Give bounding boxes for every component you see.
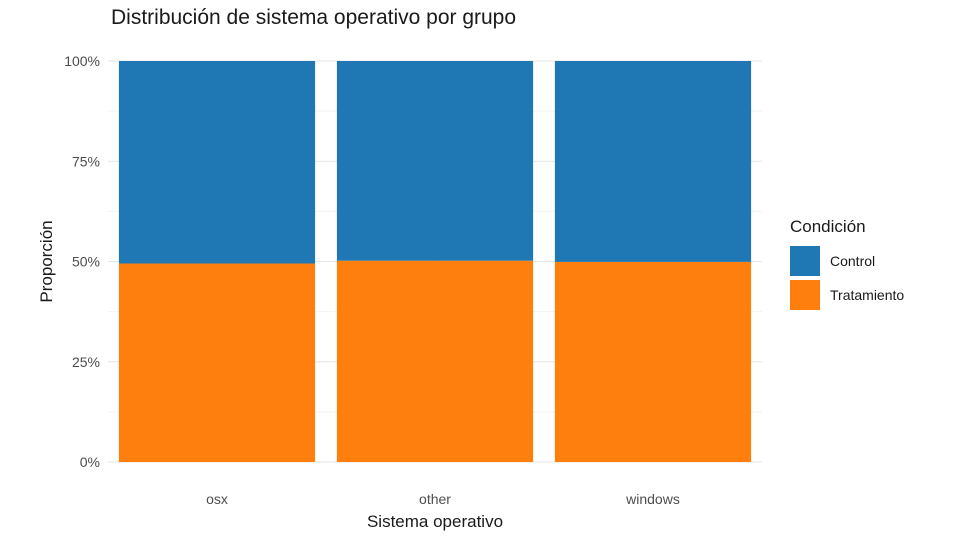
y-tick-label: 0% (80, 454, 100, 470)
legend-swatch-tratamiento (790, 280, 820, 310)
y-tick-label: 75% (72, 153, 100, 169)
y-tick-label: 50% (72, 254, 100, 270)
x-tick-label: windows (625, 491, 680, 507)
chart-title: Distribución de sistema operativo por gr… (111, 6, 517, 29)
legend-item-control: Control (790, 245, 904, 277)
legend-swatch-control (790, 246, 820, 276)
bar-tratamiento-other (336, 260, 534, 462)
y-tick-label: 100% (64, 53, 100, 69)
bar-control-windows (554, 61, 752, 262)
legend-title: Condición (790, 217, 866, 236)
legend-label-tratamiento: Tratamiento (830, 287, 905, 303)
x-tick-label: osx (206, 491, 228, 507)
y-tick-label: 25% (72, 354, 100, 370)
bar-tratamiento-windows (554, 261, 752, 462)
legend-label-control: Control (830, 253, 876, 269)
y-axis-label: Proporción (37, 220, 56, 302)
bar-control-other (336, 61, 534, 261)
x-axis-label: Sistema operativo (367, 512, 503, 531)
bar-control-osx (118, 61, 316, 264)
bar-tratamiento-osx (118, 263, 316, 462)
legend-item-tratamiento: Tratamiento (790, 279, 904, 311)
legend: Condición Control Tratamiento (790, 217, 904, 313)
x-tick-label: other (419, 491, 451, 507)
